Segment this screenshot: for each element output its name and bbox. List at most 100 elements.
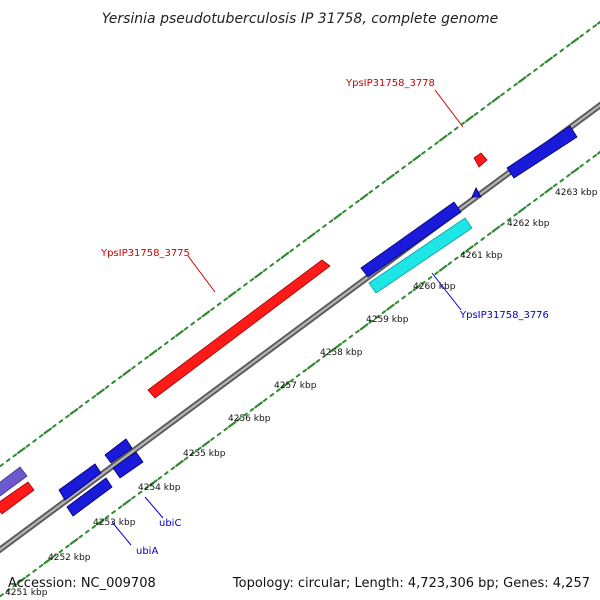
- scale-dot: [566, 173, 571, 178]
- scale-dot: [85, 399, 90, 404]
- gene-blue-arrow-small[interactable]: [471, 187, 482, 198]
- scale-dot: [17, 447, 26, 454]
- scale-dot: [421, 280, 426, 285]
- scale-dot: [500, 92, 505, 97]
- gene-left-purple[interactable]: [0, 466, 28, 497]
- scale-dot: [579, 163, 584, 168]
- scale-dot: [342, 209, 347, 214]
- scale-dot: [348, 204, 354, 209]
- scale-dot: [183, 456, 189, 461]
- scale-dot: [276, 388, 281, 393]
- scale-dot: [144, 355, 149, 360]
- scale-dot: [0, 593, 4, 598]
- scale-dot: [78, 534, 83, 539]
- tick-label: 4257 kbp: [274, 381, 317, 391]
- scale-dot: [254, 401, 263, 409]
- scale-dot: [447, 261, 452, 266]
- accession-text: Accession: NC_009708: [8, 576, 156, 591]
- scale-dot: [322, 354, 327, 358]
- scale-dot: [460, 251, 466, 256]
- scale-dot: [407, 160, 413, 165]
- scale-dot: [210, 307, 215, 311]
- scale-dot: [539, 63, 545, 67]
- scale-dot: [91, 394, 97, 399]
- scale-dot: [333, 342, 342, 350]
- scale-dot: [52, 554, 57, 558]
- scale-dot: [517, 76, 527, 84]
- scale-dot: [401, 295, 406, 300]
- scale-dot: [322, 224, 327, 228]
- scale-dot: [223, 297, 228, 302]
- gene-blue-right-2[interactable]: [506, 125, 578, 179]
- scale-dot: [526, 202, 532, 207]
- scale-dot: [533, 198, 538, 202]
- scale-dot: [164, 471, 169, 476]
- scale-dot: [25, 443, 31, 448]
- tick-label: 4252 kbp: [48, 553, 91, 563]
- tick-label: 4261 kbp: [460, 251, 503, 261]
- scale-dot: [579, 33, 584, 38]
- scale-dot: [104, 385, 110, 389]
- scale-dot: [539, 193, 545, 197]
- scale-dot: [552, 53, 558, 58]
- scale-dot: [38, 563, 44, 568]
- scale-dot: [465, 115, 474, 123]
- gene-label: ubiA: [136, 546, 158, 557]
- gene-ypsip31758-3778[interactable]: [473, 152, 488, 168]
- scale-dot: [526, 72, 532, 77]
- gene-blue-left-3[interactable]: [58, 463, 102, 501]
- scale-dot: [315, 359, 321, 363]
- scale-dot: [262, 398, 268, 402]
- genome-backbone: [0, 101, 600, 554]
- scale-dot: [262, 268, 268, 272]
- scale-dot: [328, 349, 334, 354]
- scale-dot: [342, 339, 347, 344]
- scale-dot: [280, 381, 290, 389]
- scale-dot: [104, 515, 110, 519]
- scale-dot: [111, 380, 116, 385]
- scale-dot: [157, 346, 162, 350]
- scale-dot: [438, 134, 448, 142]
- scale-dot: [197, 446, 202, 451]
- gene-left-red[interactable]: [0, 481, 35, 515]
- scale-dot: [533, 68, 538, 72]
- scale-dot: [243, 282, 248, 287]
- scale-dot: [117, 505, 123, 510]
- scale-dot: [216, 432, 222, 437]
- scale-dot: [170, 336, 176, 341]
- scale-dot: [434, 271, 439, 276]
- scale-dot: [65, 414, 70, 419]
- scale-dot: [289, 248, 294, 253]
- scale-dot: [269, 263, 275, 267]
- scale-dot: [122, 368, 132, 376]
- gene-blue-right-1[interactable]: [360, 201, 462, 278]
- scale-dot: [368, 319, 373, 324]
- scale-dot: [570, 167, 580, 175]
- scale-dot: [295, 373, 301, 378]
- gene-label: ubiC: [159, 518, 181, 529]
- scale-dot: [223, 427, 228, 432]
- scale-dot: [12, 453, 18, 458]
- gene-ypsip31758-3776[interactable]: [368, 217, 473, 294]
- gene-ubiA[interactable]: [66, 477, 113, 517]
- gene-ypsip31758-3775[interactable]: [147, 259, 331, 399]
- kbp-tick-labels: 4251 kbp 4252 kbp 4253 kbp 4254 kbp 4255…: [5, 188, 598, 598]
- scale-dot: [17, 576, 26, 585]
- gene-blue-left-2[interactable]: [104, 438, 133, 464]
- scale-dot: [434, 141, 439, 146]
- scale-dot: [454, 126, 459, 131]
- gene-labels: YpsIP31758_3778 YpsIP31758_3775 YpsIP317…: [100, 78, 549, 557]
- scale-dot: [148, 479, 158, 487]
- gene-ubiC[interactable]: [112, 451, 144, 479]
- scale-dot: [381, 310, 387, 315]
- scale-dot: [412, 284, 422, 292]
- scale-dot: [243, 412, 248, 417]
- scale-dot: [96, 518, 105, 526]
- scale-dot: [249, 407, 255, 412]
- tick-label: 4259 kbp: [366, 315, 409, 325]
- scale-dot: [183, 326, 189, 331]
- scale-dot: [596, 150, 600, 155]
- scale-dot: [170, 466, 176, 471]
- scale-dot: [585, 28, 591, 33]
